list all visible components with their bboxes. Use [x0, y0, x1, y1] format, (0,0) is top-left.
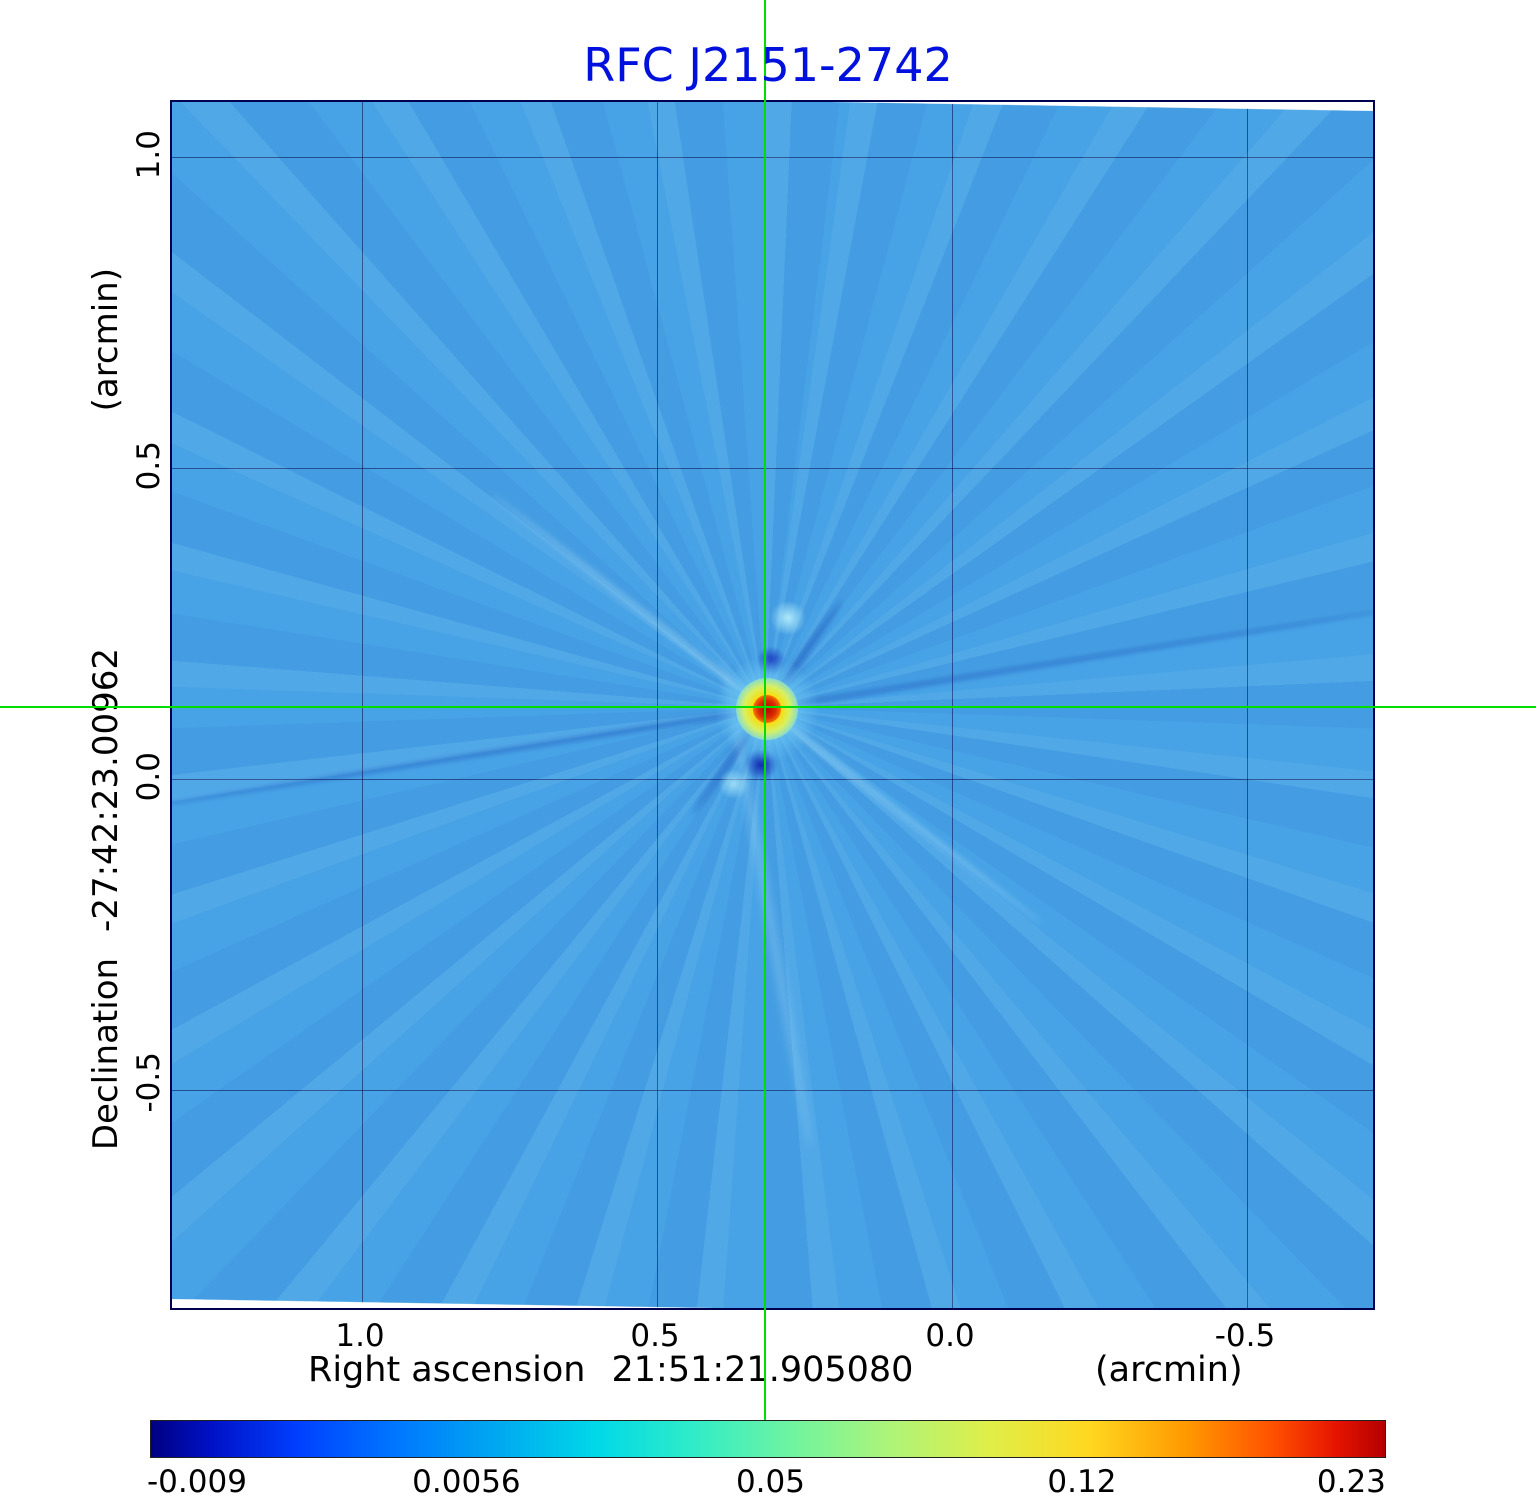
colorbar-tick-labels: -0.009 0.0056 0.05 0.12 0.23	[146, 1464, 1386, 1504]
source-core	[753, 695, 781, 723]
image-edge-wedge	[833, 102, 1373, 111]
colorbar-tick-label: 0.05	[735, 1464, 805, 1500]
image-edge-wedge	[172, 1299, 712, 1308]
x-axis-label-text: Right ascension	[308, 1350, 586, 1390]
grid-line-vertical	[362, 102, 363, 1308]
grid-line-horizontal	[172, 157, 1373, 158]
grid-line-vertical	[1247, 102, 1248, 1308]
y-axis-label-text: Declination	[86, 957, 126, 1151]
y-tick-label: 0.5	[131, 441, 167, 491]
y-axis-title: Declination -27:42:23.00962	[86, 648, 126, 1150]
y-axis-coordinate: -27:42:23.00962	[86, 648, 126, 932]
x-axis-unit-label: (arcmin)	[1095, 1350, 1243, 1390]
x-axis-title: Right ascension 21:51:21.905080	[308, 1350, 913, 1390]
x-axis-coordinate: 21:51:21.905080	[611, 1350, 914, 1390]
x-tick-label: 0.5	[630, 1318, 680, 1354]
grid-line-vertical	[657, 102, 658, 1308]
crosshair-vertical-line	[764, 0, 766, 1420]
y-tick-label: 1.0	[131, 130, 167, 180]
sidelobe-light-patch	[768, 602, 808, 634]
x-tick-label: -0.5	[1214, 1318, 1276, 1354]
y-tick-label: -0.5	[131, 1052, 167, 1113]
colorbar-tick-label: -0.009	[146, 1464, 247, 1500]
sidelobe-light-patch	[717, 770, 751, 798]
colorbar-tick-label: 0.0056	[412, 1464, 521, 1500]
x-tick-label: 0.0	[925, 1318, 975, 1354]
x-tick-label: 1.0	[335, 1318, 385, 1354]
grid-line-horizontal	[172, 779, 1373, 780]
colorbar-tick-label: 0.12	[1047, 1464, 1117, 1500]
figure-title: RFC J2151-2742	[583, 38, 953, 92]
y-tick-label: 0.0	[131, 752, 167, 802]
grid-line-horizontal	[172, 1090, 1373, 1091]
crosshair-horizontal-line	[0, 706, 1536, 708]
grid-line-vertical	[952, 102, 953, 1308]
y-axis-unit-label: (arcmin)	[86, 268, 126, 412]
sky-map-plot-area	[170, 100, 1375, 1310]
grid-line-horizontal	[172, 468, 1373, 469]
colorbar-gradient	[150, 1420, 1386, 1458]
colorbar-tick-label: 0.23	[1316, 1464, 1386, 1500]
